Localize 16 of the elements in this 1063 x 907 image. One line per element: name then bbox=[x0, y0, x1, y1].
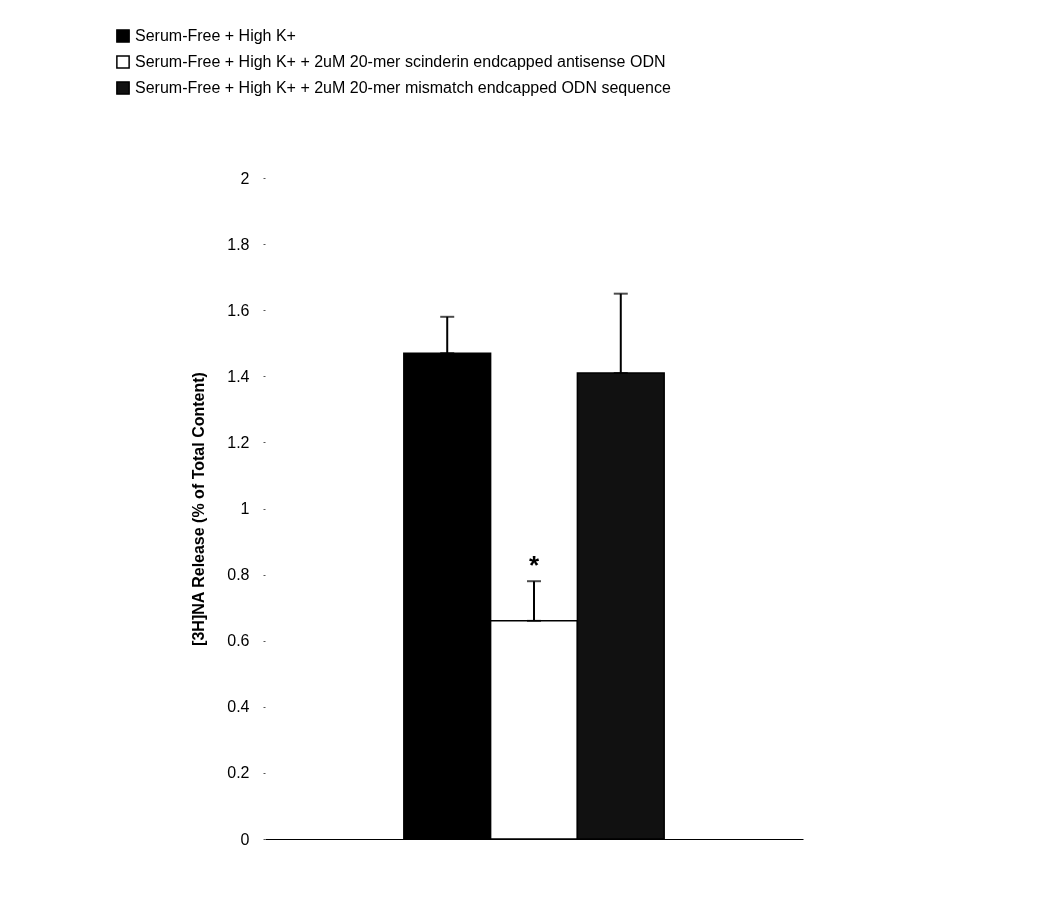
y-tick-label: 0.4 bbox=[227, 698, 250, 716]
y-tick-label: 0.2 bbox=[227, 764, 250, 782]
y-tick-label: 1.2 bbox=[227, 433, 250, 451]
y-tick-label: 1.4 bbox=[227, 367, 250, 385]
y-tick-label: 0.6 bbox=[227, 632, 250, 650]
y-tick-label: 1.8 bbox=[227, 235, 250, 253]
legend-label: Serum-Free + High K+ + 2uM 20-mer mismatch endcapped ODN sequence bbox=[135, 79, 671, 96]
y-tick-label: 0.8 bbox=[227, 566, 250, 584]
legend-label: Serum-Free + High K+ + 2uM 20-mer scinderin endcapped antisense ODN bbox=[135, 53, 666, 70]
annotation: * bbox=[528, 550, 540, 581]
y-tick-label: 1 bbox=[240, 500, 250, 517]
legend-label: Serum-Free + High K+ bbox=[135, 27, 296, 44]
y-axis-title: [3H]NA Release (% of Total Content) bbox=[190, 372, 208, 646]
y-tick-label: 1.6 bbox=[227, 301, 250, 319]
y-tick-label: 2 bbox=[240, 169, 250, 187]
y-tick-label: 0 bbox=[240, 830, 250, 848]
